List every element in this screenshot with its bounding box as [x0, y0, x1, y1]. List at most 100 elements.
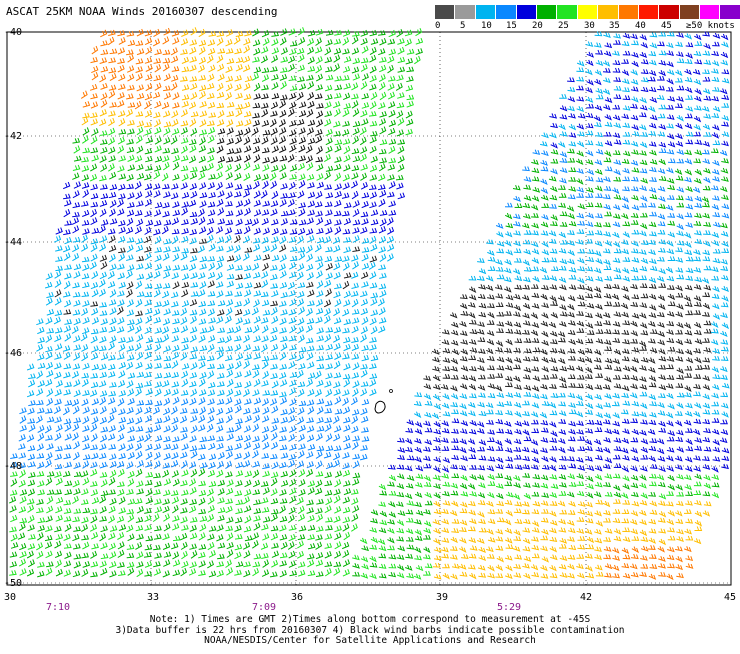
wind-barb [332, 334, 341, 343]
wind-barb [658, 493, 667, 500]
wind-barb [577, 140, 585, 148]
wind-barb [243, 344, 251, 352]
wind-barb [342, 373, 351, 380]
wind-barb [342, 37, 350, 46]
wind-barb [252, 145, 261, 154]
wind-barb [325, 343, 334, 351]
wind-barb [684, 373, 693, 378]
wind-barb [359, 126, 367, 136]
wind-barb [280, 470, 289, 478]
wind-barb [226, 479, 234, 487]
wind-barb [630, 103, 638, 109]
wind-barb [361, 73, 369, 81]
wind-barb [162, 155, 170, 163]
wind-barb [640, 293, 649, 299]
wind-barb [442, 366, 451, 372]
wind-barb [306, 272, 314, 281]
wind-barb [513, 248, 522, 254]
wind-barb [359, 136, 367, 146]
wind-barb [351, 513, 359, 522]
wind-barb [44, 425, 52, 434]
wind-barb [702, 419, 711, 425]
wind-barb [55, 256, 63, 262]
wind-barb [9, 570, 17, 576]
wind-barb [693, 465, 702, 472]
wind-barb [612, 420, 621, 427]
wind-barb [658, 384, 667, 391]
wind-barb [648, 455, 656, 462]
wind-barb [495, 266, 504, 272]
wind-barb [180, 426, 188, 433]
wind-barb [55, 245, 63, 252]
wind-barb [685, 491, 694, 497]
wind-barb [154, 435, 163, 442]
wind-barb [559, 572, 568, 578]
wind-barb [478, 518, 486, 525]
wind-barb [288, 92, 297, 100]
wind-barb [433, 421, 441, 428]
wind-barb [352, 235, 360, 243]
wind-barb [261, 523, 269, 531]
wind-barb [370, 518, 378, 524]
wind-barb [630, 383, 638, 390]
wind-barb [81, 499, 89, 505]
wind-barb [189, 172, 198, 180]
wind-barb [126, 361, 134, 370]
wind-barb [235, 108, 243, 118]
wind-barb [144, 433, 151, 443]
wind-barb [289, 85, 298, 91]
wind-barb [216, 102, 225, 109]
wind-barb [18, 558, 27, 567]
wind-barb [532, 501, 541, 507]
wind-barb [260, 190, 268, 199]
wind-barb [667, 563, 675, 569]
wind-barb [702, 338, 710, 343]
wind-barb [180, 120, 189, 127]
wind-barb [514, 464, 523, 470]
wind-barb [261, 136, 269, 145]
wind-barb [243, 442, 252, 450]
wind-barb [172, 246, 180, 253]
wind-barb [252, 435, 260, 443]
wind-barb [261, 46, 269, 54]
wind-barb [613, 437, 622, 443]
wind-barb [576, 123, 585, 130]
wind-barb [90, 238, 99, 245]
wind-barb [342, 92, 351, 101]
wind-barb [522, 563, 530, 569]
wind-barb [287, 108, 295, 117]
wind-barb [487, 492, 495, 499]
wind-barb [667, 535, 676, 541]
wind-barb [307, 372, 316, 380]
wind-barb [163, 121, 172, 128]
wind-barb [649, 32, 658, 38]
wind-barb [279, 127, 287, 135]
wind-barb [73, 488, 81, 496]
wind-barb [73, 271, 81, 279]
wind-barb [361, 436, 370, 442]
wind-barb [207, 120, 215, 127]
wind-barb [217, 363, 225, 370]
wind-barb [172, 523, 180, 531]
wind-barb [495, 439, 503, 447]
wind-barb [153, 443, 162, 451]
wind-barb [127, 498, 136, 505]
wind-barb [234, 371, 242, 379]
wind-barb [369, 120, 378, 127]
wind-barb [604, 346, 613, 352]
wind-barb [404, 29, 413, 37]
wind-barb [414, 491, 423, 498]
wind-barb [540, 383, 548, 390]
wind-barb [99, 74, 107, 83]
wind-barb [369, 344, 377, 351]
wind-barb [333, 38, 342, 45]
wind-barb [576, 528, 585, 534]
wind-barb [342, 469, 351, 477]
wind-barb [244, 30, 252, 37]
wind-barb [334, 550, 342, 559]
wind-barb [378, 82, 386, 91]
wind-barb [441, 339, 450, 346]
wind-barb [360, 81, 368, 90]
wind-barb [657, 213, 666, 220]
wind-barb [486, 553, 495, 559]
